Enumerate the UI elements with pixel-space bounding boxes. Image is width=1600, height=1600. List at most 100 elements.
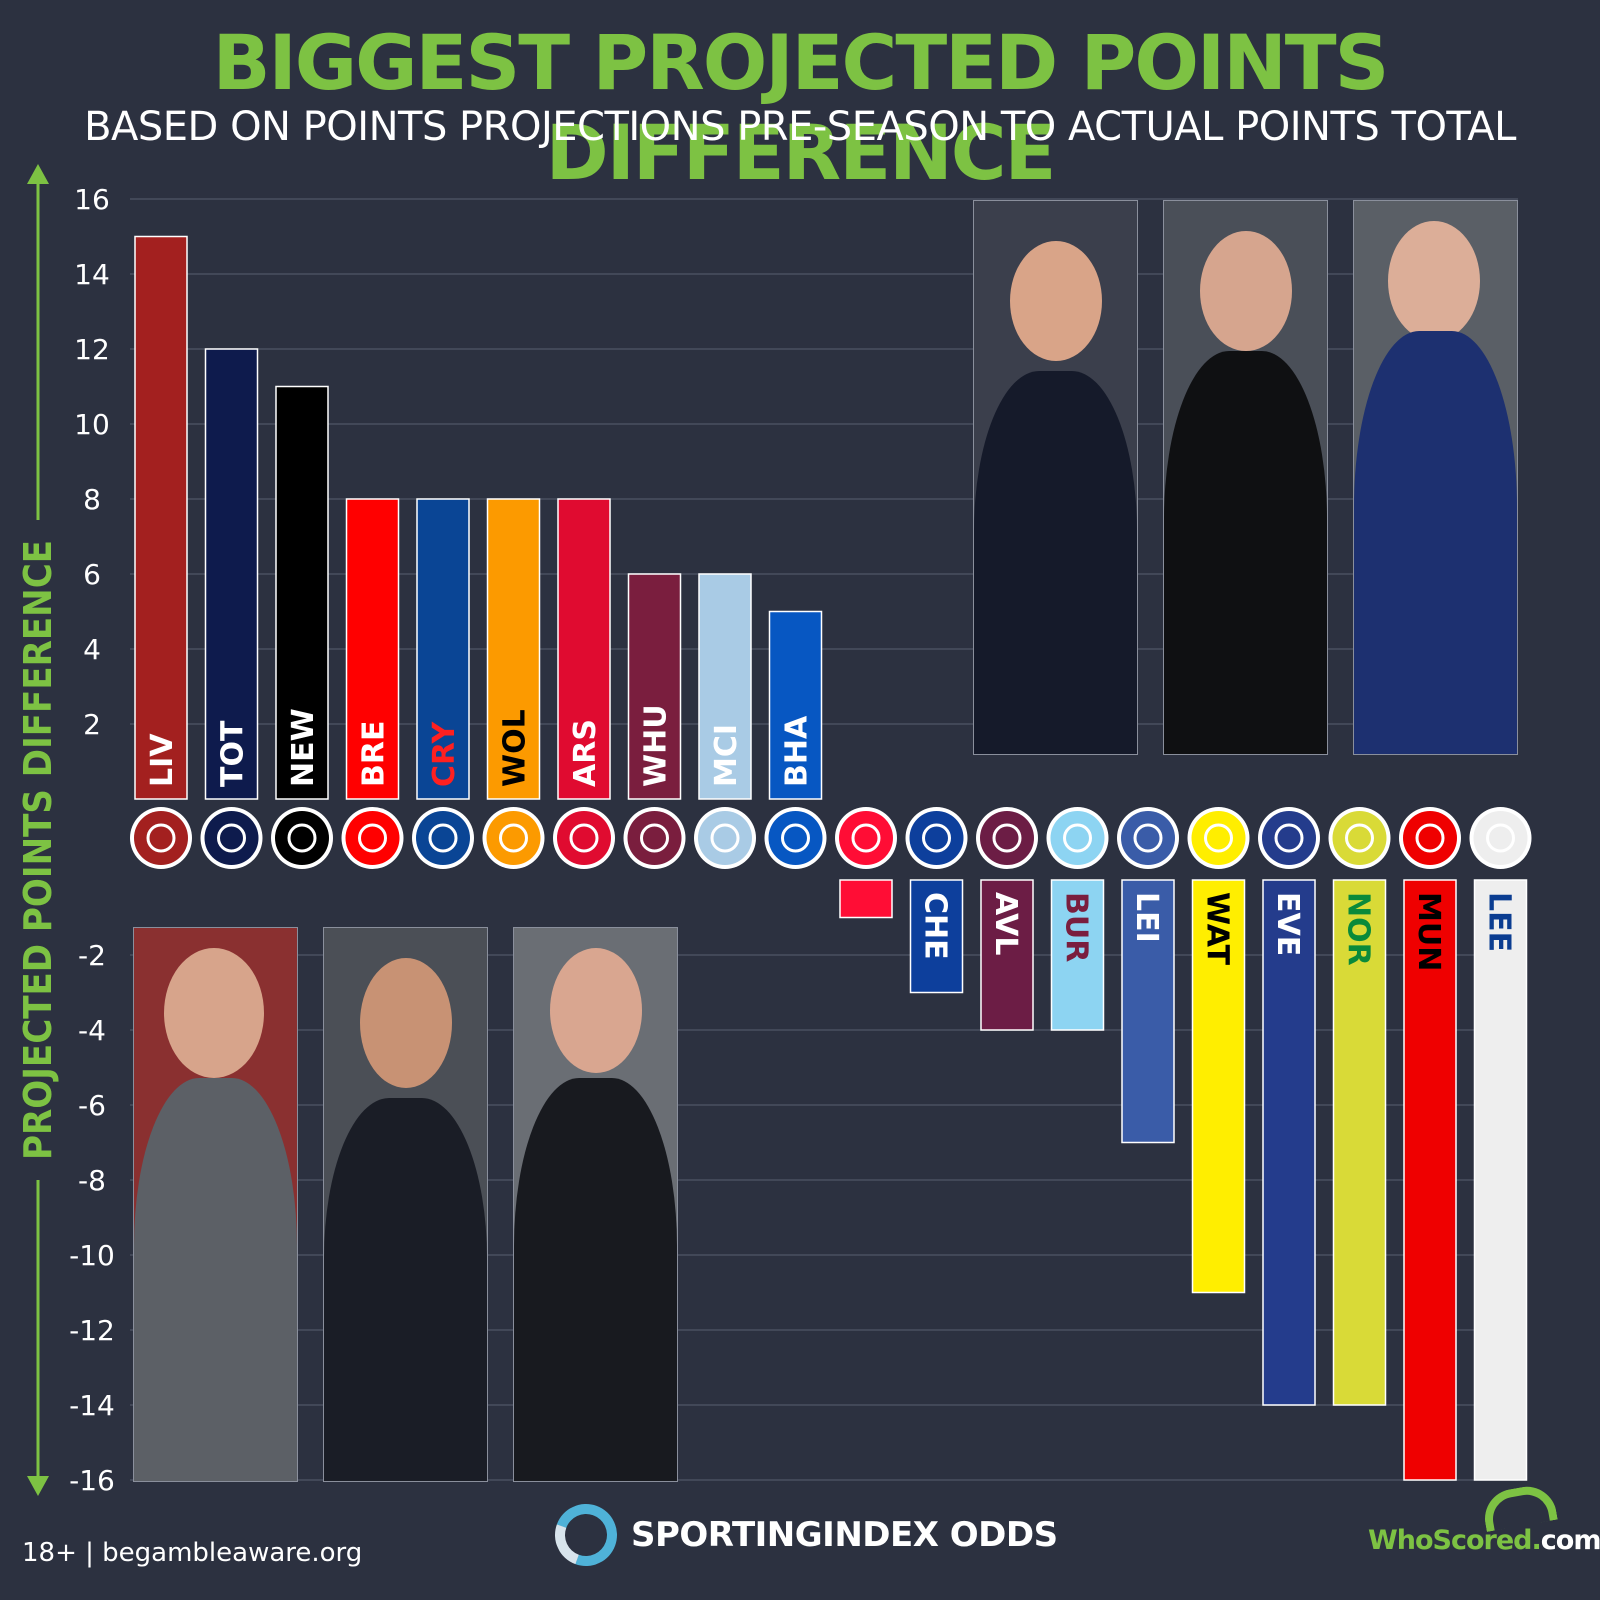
team-badge-emblem-icon	[1345, 823, 1374, 853]
y-tick-label: 4	[83, 633, 101, 666]
bar-label: WOL	[498, 709, 533, 787]
team-badge-inner	[204, 811, 259, 865]
bar-label: BUR	[1059, 892, 1094, 962]
bar-label: WHU	[639, 704, 674, 787]
team-badge-inner	[1403, 811, 1457, 865]
sporting-index-icon	[544, 1493, 628, 1577]
team-badge-inner	[698, 811, 752, 865]
team-badges	[130, 807, 1532, 869]
team-badge-inner	[1191, 811, 1246, 865]
bar-bha	[768, 610, 823, 800]
bar-label: ARS	[568, 719, 603, 787]
y-tick-label: 14	[74, 258, 110, 291]
team-badge-inner	[557, 811, 611, 865]
team-badge-inner	[275, 811, 329, 865]
brand-odds: ODDS	[949, 1515, 1058, 1555]
team-badge-inner	[980, 811, 1034, 865]
team-badge-emblem-icon	[710, 823, 740, 853]
bar-label: AVL	[988, 892, 1023, 956]
arrow-up-icon	[27, 164, 49, 184]
bar-eve	[1262, 879, 1316, 1406]
y-tick-label: 2	[83, 708, 101, 741]
bar-liv	[134, 235, 188, 800]
bar-whu	[627, 573, 682, 800]
arrow-down-icon	[27, 1476, 49, 1496]
team-badge-inner	[1121, 811, 1175, 865]
whoscored-name: WhoScored	[1368, 1525, 1533, 1556]
y-tick-label: -8	[78, 1164, 106, 1197]
brand-name: SPORTINGINDEX	[631, 1515, 939, 1555]
team-badge-emblem-icon	[1486, 823, 1515, 853]
y-tick-label: -10	[69, 1239, 115, 1272]
y-tick-label: -14	[69, 1389, 115, 1422]
y-tick-label: -6	[78, 1089, 106, 1122]
bar-ars	[557, 498, 611, 800]
team-badge-emblem-icon	[992, 823, 1022, 853]
manager-photo-4	[133, 927, 298, 1482]
bar-bre	[345, 498, 400, 800]
team-badge-inner	[768, 811, 823, 865]
bar-mci	[698, 573, 752, 800]
bar-label: BHA	[780, 715, 815, 787]
manager-photo-6	[513, 927, 678, 1482]
bar-label: MUN	[1411, 892, 1446, 971]
team-badge-inner	[134, 811, 188, 865]
bar-sou	[839, 879, 893, 919]
bar-label: CHE	[918, 892, 953, 960]
y-tick-label: 8	[83, 483, 101, 516]
bar-label: MCI	[709, 724, 744, 787]
team-badge-emblem-icon	[287, 823, 317, 853]
bar-tot	[204, 348, 259, 800]
bar-che	[909, 879, 964, 994]
team-badge-emblem-icon	[569, 823, 599, 853]
team-badge-emblem-icon	[358, 823, 387, 853]
bar-new	[275, 385, 329, 800]
y-tick-label: 16	[74, 183, 110, 216]
bars: LIV TOT NEW BRE CRY WOL ARS WHU MCI BHA CHE AVL BUR L…	[134, 235, 1528, 1481]
team-badge-emblem-icon	[640, 823, 669, 853]
team-badge-inner	[416, 811, 470, 865]
age-notice: 18+ | begambleaware.org	[22, 1538, 363, 1568]
team-badge-emblem-icon	[1063, 823, 1092, 853]
bar-mun	[1403, 879, 1457, 1481]
team-badge-inner	[909, 811, 964, 865]
bar-label: TOT	[216, 720, 251, 787]
team-badge-emblem-icon	[1204, 823, 1233, 853]
bar-lee	[1473, 879, 1528, 1481]
y-tick-label: -16	[69, 1464, 115, 1497]
bar-wat	[1191, 879, 1246, 1294]
bar-wol	[486, 498, 541, 800]
y-tick-label: -4	[78, 1014, 106, 1047]
chart-title: BIGGEST PROJECTED POINTS DIFFERENCE	[212, 18, 1390, 197]
y-axis-label: PROJECTED POINTS DIFFERENCE	[16, 540, 60, 1160]
bar-avl	[980, 879, 1034, 1031]
bar-label: WAT	[1200, 892, 1235, 966]
team-badge-emblem-icon	[217, 823, 246, 853]
team-badge-emblem-icon	[1274, 823, 1304, 853]
team-badge-inner	[627, 811, 682, 865]
bar-label: EVE	[1270, 892, 1305, 956]
y-tick-label: 10	[74, 408, 110, 441]
y-tick-label: 12	[74, 333, 110, 366]
y-tick-label: 6	[83, 558, 101, 591]
team-badge-inner	[1050, 811, 1105, 865]
manager-photo-2	[1163, 200, 1328, 755]
bar-label: LIV	[145, 733, 180, 787]
bar-label: NEW	[286, 708, 321, 787]
team-badge-emblem-icon	[1415, 823, 1445, 853]
bar-label: CRY	[427, 721, 462, 787]
bar-label: NOR	[1341, 892, 1376, 966]
whoscored-dot: .	[1531, 1525, 1542, 1556]
team-badge-emblem-icon	[428, 823, 458, 853]
bar-label: LEI	[1129, 892, 1164, 943]
team-badge-inner	[1332, 811, 1387, 865]
team-badge-emblem-icon	[146, 823, 176, 853]
team-badge-inner	[486, 811, 541, 865]
manager-photo-1	[973, 200, 1138, 755]
team-badge-emblem-icon	[781, 823, 810, 853]
team-badge-inner	[345, 811, 400, 865]
team-badge-inner	[839, 811, 893, 865]
team-badge-emblem-icon	[1133, 823, 1163, 853]
manager-photo-3	[1353, 200, 1518, 755]
team-badge-emblem-icon	[922, 823, 951, 853]
